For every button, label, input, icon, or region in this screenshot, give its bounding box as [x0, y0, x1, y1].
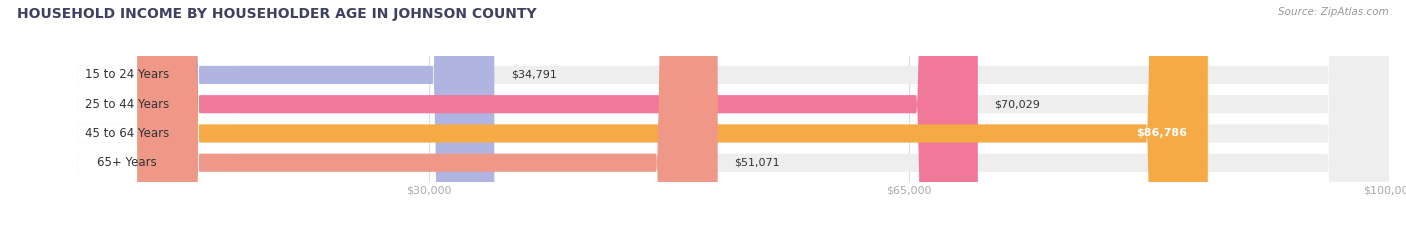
Text: 15 to 24 Years: 15 to 24 Years — [84, 69, 169, 82]
FancyBboxPatch shape — [138, 0, 1208, 233]
Text: 25 to 44 Years: 25 to 44 Years — [84, 98, 169, 111]
FancyBboxPatch shape — [17, 0, 236, 233]
Text: $86,786: $86,786 — [1136, 128, 1187, 138]
FancyBboxPatch shape — [17, 0, 236, 233]
Text: $34,791: $34,791 — [510, 70, 557, 80]
Text: $51,071: $51,071 — [734, 158, 780, 168]
Text: 65+ Years: 65+ Years — [97, 156, 156, 169]
Text: HOUSEHOLD INCOME BY HOUSEHOLDER AGE IN JOHNSON COUNTY: HOUSEHOLD INCOME BY HOUSEHOLDER AGE IN J… — [17, 7, 537, 21]
Text: Source: ZipAtlas.com: Source: ZipAtlas.com — [1278, 7, 1389, 17]
Text: 45 to 64 Years: 45 to 64 Years — [84, 127, 169, 140]
FancyBboxPatch shape — [17, 0, 1389, 233]
FancyBboxPatch shape — [17, 0, 236, 233]
FancyBboxPatch shape — [138, 0, 717, 233]
Text: $70,029: $70,029 — [994, 99, 1040, 109]
FancyBboxPatch shape — [17, 0, 1389, 233]
FancyBboxPatch shape — [17, 0, 236, 233]
FancyBboxPatch shape — [17, 0, 1389, 233]
FancyBboxPatch shape — [17, 0, 1389, 233]
FancyBboxPatch shape — [138, 0, 495, 233]
FancyBboxPatch shape — [138, 0, 977, 233]
